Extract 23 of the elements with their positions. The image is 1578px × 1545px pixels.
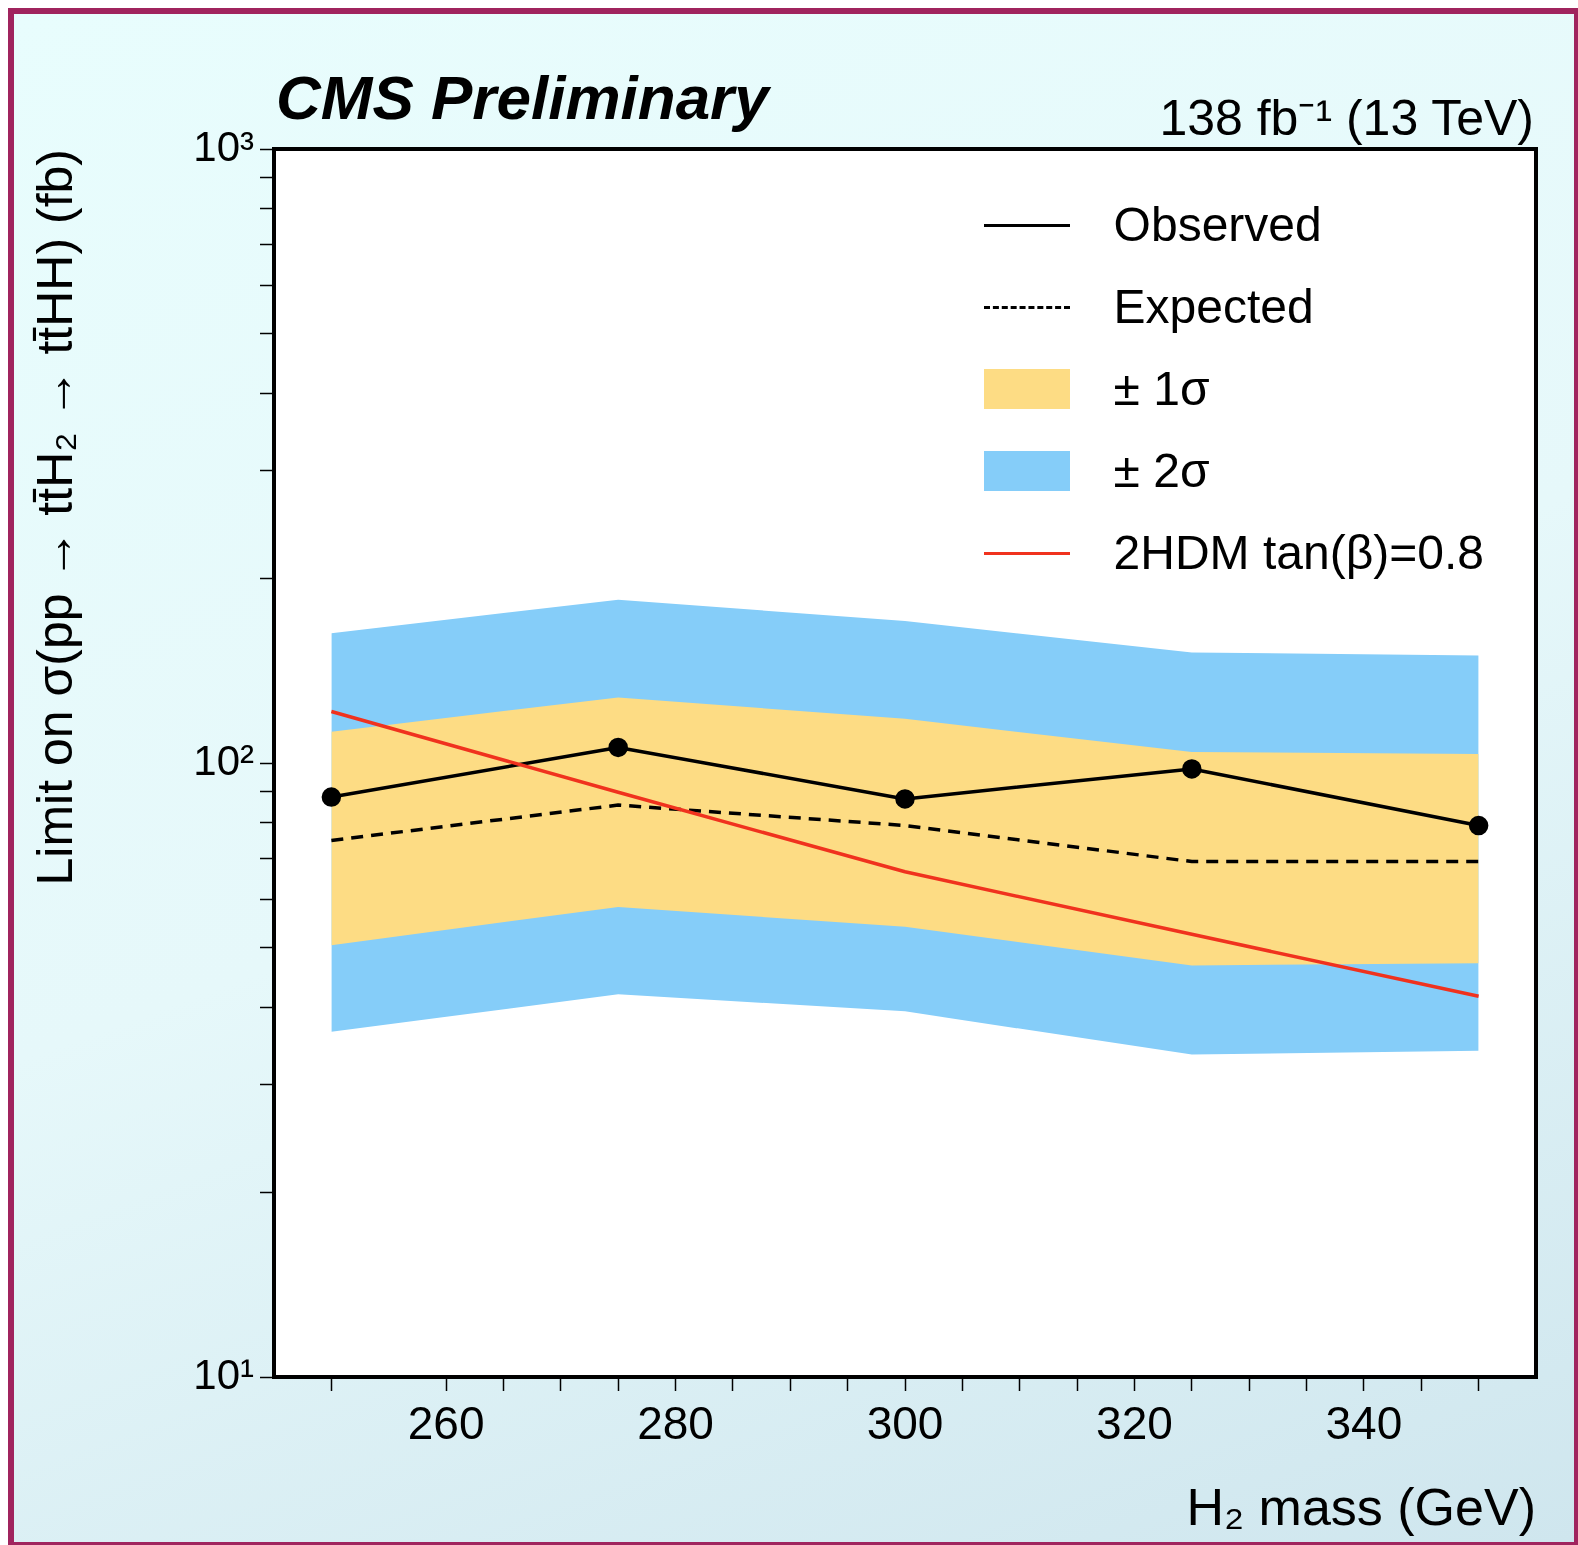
x-tick-label: 340 bbox=[1325, 1397, 1403, 1450]
x-axis-title: H₂ mass (GeV) bbox=[1186, 1478, 1536, 1537]
y-tick-label: 10¹ bbox=[193, 1350, 255, 1398]
chart-subtitle: 138 fb⁻¹ (13 TeV) bbox=[1159, 89, 1534, 148]
legend-label: Expected bbox=[1113, 279, 1314, 335]
point bbox=[321, 787, 342, 807]
point bbox=[895, 789, 915, 809]
line-series bbox=[329, 803, 1481, 864]
legend-label: ± 2σ bbox=[1113, 443, 1210, 499]
x-tick-label: 280 bbox=[637, 1397, 714, 1450]
x-tick-label: 300 bbox=[866, 1397, 944, 1450]
point bbox=[1468, 815, 1489, 836]
y-tick-label: 10² bbox=[193, 736, 255, 784]
x-tick-label: 260 bbox=[407, 1397, 485, 1450]
y-tick-label: 10³ bbox=[193, 122, 255, 170]
point bbox=[1182, 759, 1202, 779]
x-tick-label: 320 bbox=[1096, 1397, 1173, 1450]
chart-title: CMS Preliminary bbox=[276, 62, 769, 133]
legend-label: 2HDM tan(β)=0.8 bbox=[1113, 525, 1484, 581]
point bbox=[608, 737, 628, 758]
y-axis-title: Limit on σ(pp → tt̄H₂ → tt̄HH) (fb) bbox=[26, 149, 83, 886]
legend-label: Observed bbox=[1113, 197, 1322, 253]
legend-label: ± 1σ bbox=[1113, 361, 1210, 417]
